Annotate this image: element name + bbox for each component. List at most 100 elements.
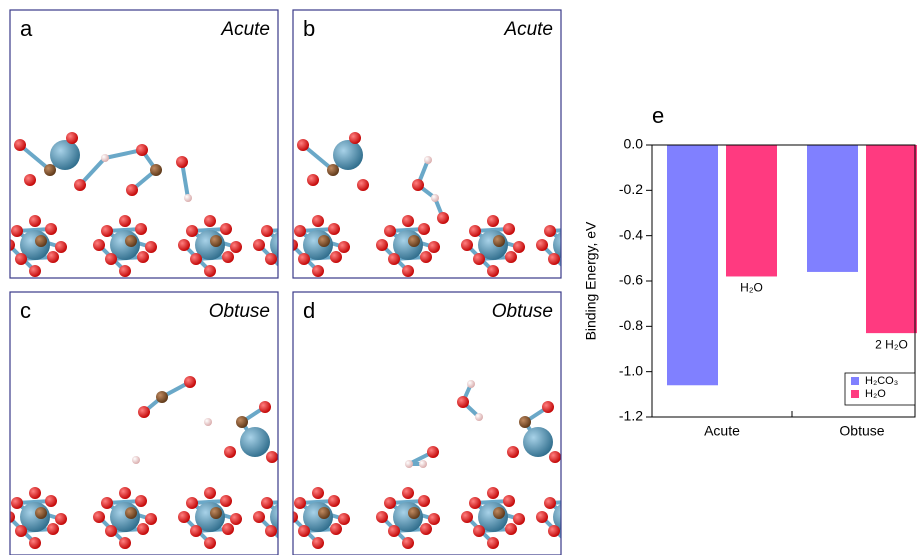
atom [487, 265, 499, 277]
atom [544, 497, 556, 509]
legend-label: H₂O [865, 388, 886, 400]
atom [190, 525, 202, 537]
atom [312, 215, 324, 227]
atom [420, 251, 432, 263]
panel-frame [10, 10, 278, 278]
legend-label: H₂CO₃ [865, 375, 898, 387]
atom [473, 525, 485, 537]
atom [457, 396, 469, 408]
panel-label: e [652, 103, 664, 128]
atom [126, 184, 138, 196]
atom [338, 513, 350, 525]
atom [405, 460, 413, 468]
x-tick-label: Obtuse [839, 423, 884, 439]
atom [184, 376, 196, 388]
atom [50, 140, 80, 170]
atom [184, 194, 192, 202]
panel-caption: Acute [503, 19, 553, 40]
atom [119, 537, 131, 549]
atom [105, 525, 117, 537]
atom [493, 507, 505, 519]
atom [156, 391, 168, 403]
atom [428, 241, 440, 253]
atom [224, 446, 236, 458]
atom [178, 239, 190, 251]
atom [35, 507, 47, 519]
atom [294, 497, 306, 509]
atom [330, 251, 342, 263]
atom [261, 225, 273, 237]
atom [503, 495, 515, 507]
atom [469, 497, 481, 509]
atom [549, 451, 561, 463]
atom [523, 427, 553, 457]
atom [580, 523, 592, 535]
legend-swatch [851, 377, 859, 385]
structure-panel [3, 376, 317, 549]
atom [307, 174, 319, 186]
atom [55, 513, 67, 525]
atom [548, 525, 560, 537]
atom [568, 507, 580, 519]
legend-swatch [851, 390, 859, 398]
atom [253, 511, 265, 523]
atom [119, 215, 131, 227]
atom [240, 427, 270, 457]
atom [190, 253, 202, 265]
panel-caption: Obtuse [209, 301, 270, 322]
bar-label: H₂O [740, 281, 763, 295]
y-tick-label: -1.0 [619, 362, 643, 378]
structure-panel [286, 380, 600, 549]
atom [384, 497, 396, 509]
panel-label: c [20, 298, 31, 323]
atom [29, 215, 41, 227]
atom [461, 239, 473, 251]
atom [101, 225, 113, 237]
bar [726, 145, 777, 276]
atom [204, 418, 212, 426]
atom [487, 215, 499, 227]
atom [402, 537, 414, 549]
atom [424, 156, 432, 164]
atom [15, 525, 27, 537]
atom [338, 241, 350, 253]
atom [349, 132, 361, 144]
bar-label: 2 H₂O [875, 337, 908, 351]
atom [467, 380, 475, 388]
atom [220, 223, 232, 235]
atom [503, 223, 515, 235]
atom [507, 446, 519, 458]
atom [66, 132, 78, 144]
atom [297, 139, 309, 151]
atom [357, 179, 369, 191]
atom [29, 487, 41, 499]
atom [544, 225, 556, 237]
atom [536, 239, 548, 251]
atom [505, 523, 517, 535]
atom [44, 164, 56, 176]
panel-label: a [20, 16, 33, 41]
atom [74, 179, 86, 191]
atom [376, 239, 388, 251]
atom [3, 511, 15, 523]
atom [230, 513, 242, 525]
atom [318, 235, 330, 247]
atom [286, 511, 298, 523]
atom [562, 537, 574, 549]
atom [408, 235, 420, 247]
atom [11, 225, 23, 237]
bar [866, 145, 917, 333]
atom [176, 156, 188, 168]
atom [265, 253, 277, 265]
atom [412, 179, 424, 191]
atom [475, 413, 483, 421]
bar [807, 145, 858, 272]
atom [3, 239, 15, 251]
atom [487, 537, 499, 549]
atom [279, 537, 291, 549]
atom [578, 495, 590, 507]
y-tick-label: -0.2 [619, 181, 643, 197]
atom [222, 251, 234, 263]
page: aAcutebAcutecObtusedObtuse eBinding Ener… [0, 0, 917, 560]
